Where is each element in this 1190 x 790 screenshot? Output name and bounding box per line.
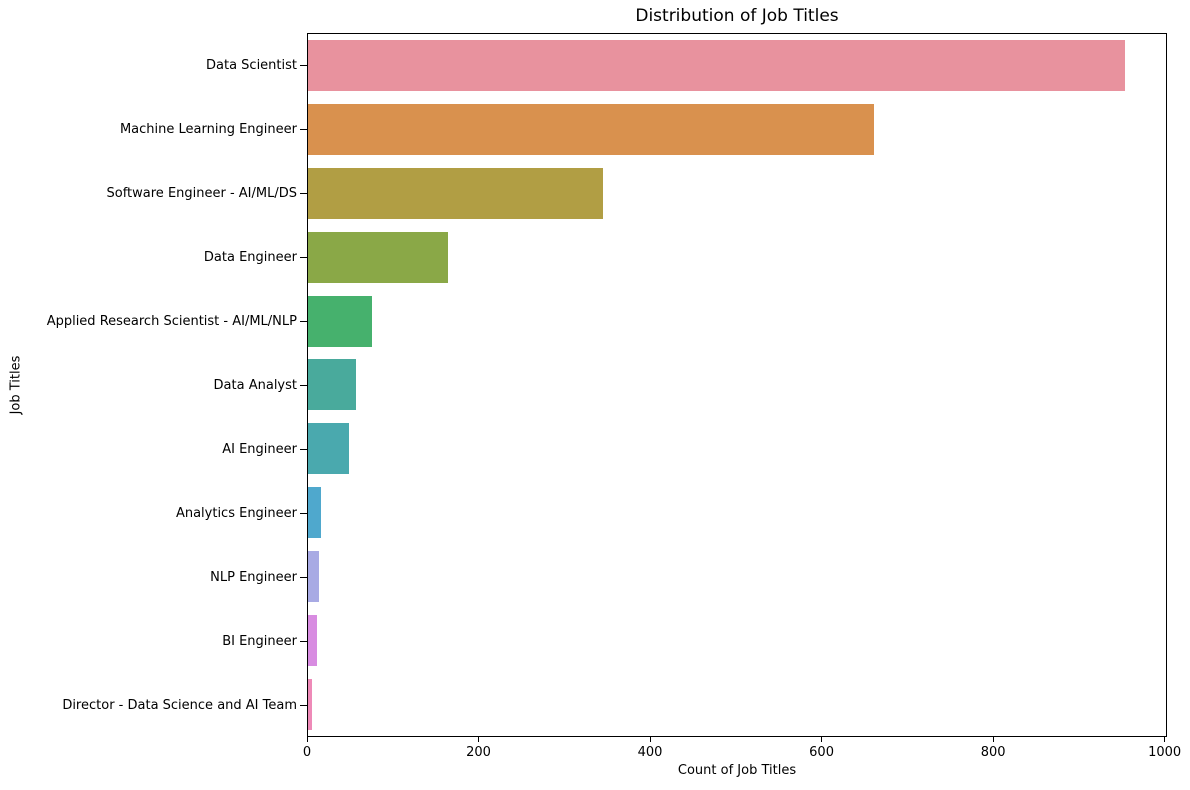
x-tick-mark (478, 737, 480, 742)
x-axis: 0 200 400 600 800 1000 (303, 737, 1181, 777)
y-tick-mark (300, 576, 307, 578)
x-tick-label: 200 (466, 745, 491, 760)
bar-analytics-engineer (308, 487, 321, 539)
y-tick-label: AI Engineer (222, 441, 297, 457)
bar-row (308, 481, 1166, 545)
x-tick-mark (1164, 737, 1166, 742)
bar-data-analyst (308, 359, 356, 411)
bar-ai-engineer (308, 423, 350, 475)
bar-row (308, 225, 1166, 289)
y-tick-mark (300, 256, 307, 258)
y-tick-label: Director - Data Science and AI Team (62, 697, 297, 713)
y-tick-mark (300, 64, 307, 66)
x-tick-mark (992, 737, 994, 742)
y-tick-label: Data Scientist (206, 57, 297, 73)
x-tick-label: 400 (637, 745, 663, 760)
x-tick-mark (649, 737, 651, 742)
y-tick-mark (300, 448, 307, 450)
bar-row (308, 608, 1166, 672)
y-tick-mark (300, 704, 307, 706)
y-tick-label: Software Engineer - AI/ML/DS (106, 185, 298, 201)
bar-row (308, 162, 1166, 226)
x-tick-label: 1000 (1148, 745, 1182, 760)
y-tick-mark (300, 320, 307, 322)
bar-director-data-science-and-ai-team (308, 678, 313, 730)
bar-data-engineer (308, 231, 449, 283)
bar-machine-learning-engineer (308, 104, 875, 156)
y-tick-label: Applied Research Scientist - AI/ML/NLP (46, 313, 297, 329)
bar-row (308, 98, 1166, 162)
y-tick-mark (300, 512, 307, 514)
bar-row (308, 34, 1166, 98)
y-tick-marks (300, 33, 307, 737)
y-tick-label: Analytics Engineer (175, 505, 297, 521)
x-tick-label: 0 (302, 745, 312, 760)
x-axis-label: Count of Job Titles (677, 763, 797, 778)
y-tick-label: NLP Engineer (210, 569, 297, 585)
y-tick-mark (300, 384, 307, 386)
bar-nlp-engineer (308, 550, 320, 602)
x-tick-label: 600 (809, 745, 834, 760)
y-tick-labels: Data Scientist Machine Learning Engineer S… (0, 33, 297, 737)
plot-area (307, 33, 1167, 737)
bar-row (308, 417, 1166, 481)
y-tick-label: Data Analyst (213, 377, 297, 393)
bar-row (308, 545, 1166, 609)
y-tick-mark (300, 192, 307, 194)
chart-title: Distribution of Job Titles (635, 6, 839, 26)
y-tick-label: Data Engineer (203, 249, 297, 265)
y-tick-label: BI Engineer (222, 633, 297, 649)
y-tick-mark (300, 128, 307, 130)
bar-data-scientist (308, 40, 1126, 92)
bar-row (308, 289, 1166, 353)
x-tick-mark (306, 737, 308, 742)
bar-software-engineer-ai-ml-ds (308, 168, 604, 220)
bar-applied-research-scientist-ai-ml-nlp (308, 295, 373, 347)
y-tick-mark (300, 640, 307, 642)
bar-row (308, 353, 1166, 417)
bar-bi-engineer (308, 614, 317, 666)
x-tick-label: 800 (980, 745, 1006, 760)
bar-row (308, 672, 1166, 736)
y-tick-label: Machine Learning Engineer (119, 121, 297, 137)
x-tick-mark (821, 737, 823, 742)
